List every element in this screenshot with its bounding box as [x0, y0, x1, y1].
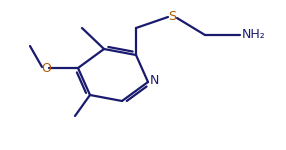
Text: N: N: [149, 75, 159, 87]
Text: S: S: [168, 11, 176, 24]
Text: NH₂: NH₂: [242, 28, 266, 42]
Text: O: O: [41, 61, 51, 75]
